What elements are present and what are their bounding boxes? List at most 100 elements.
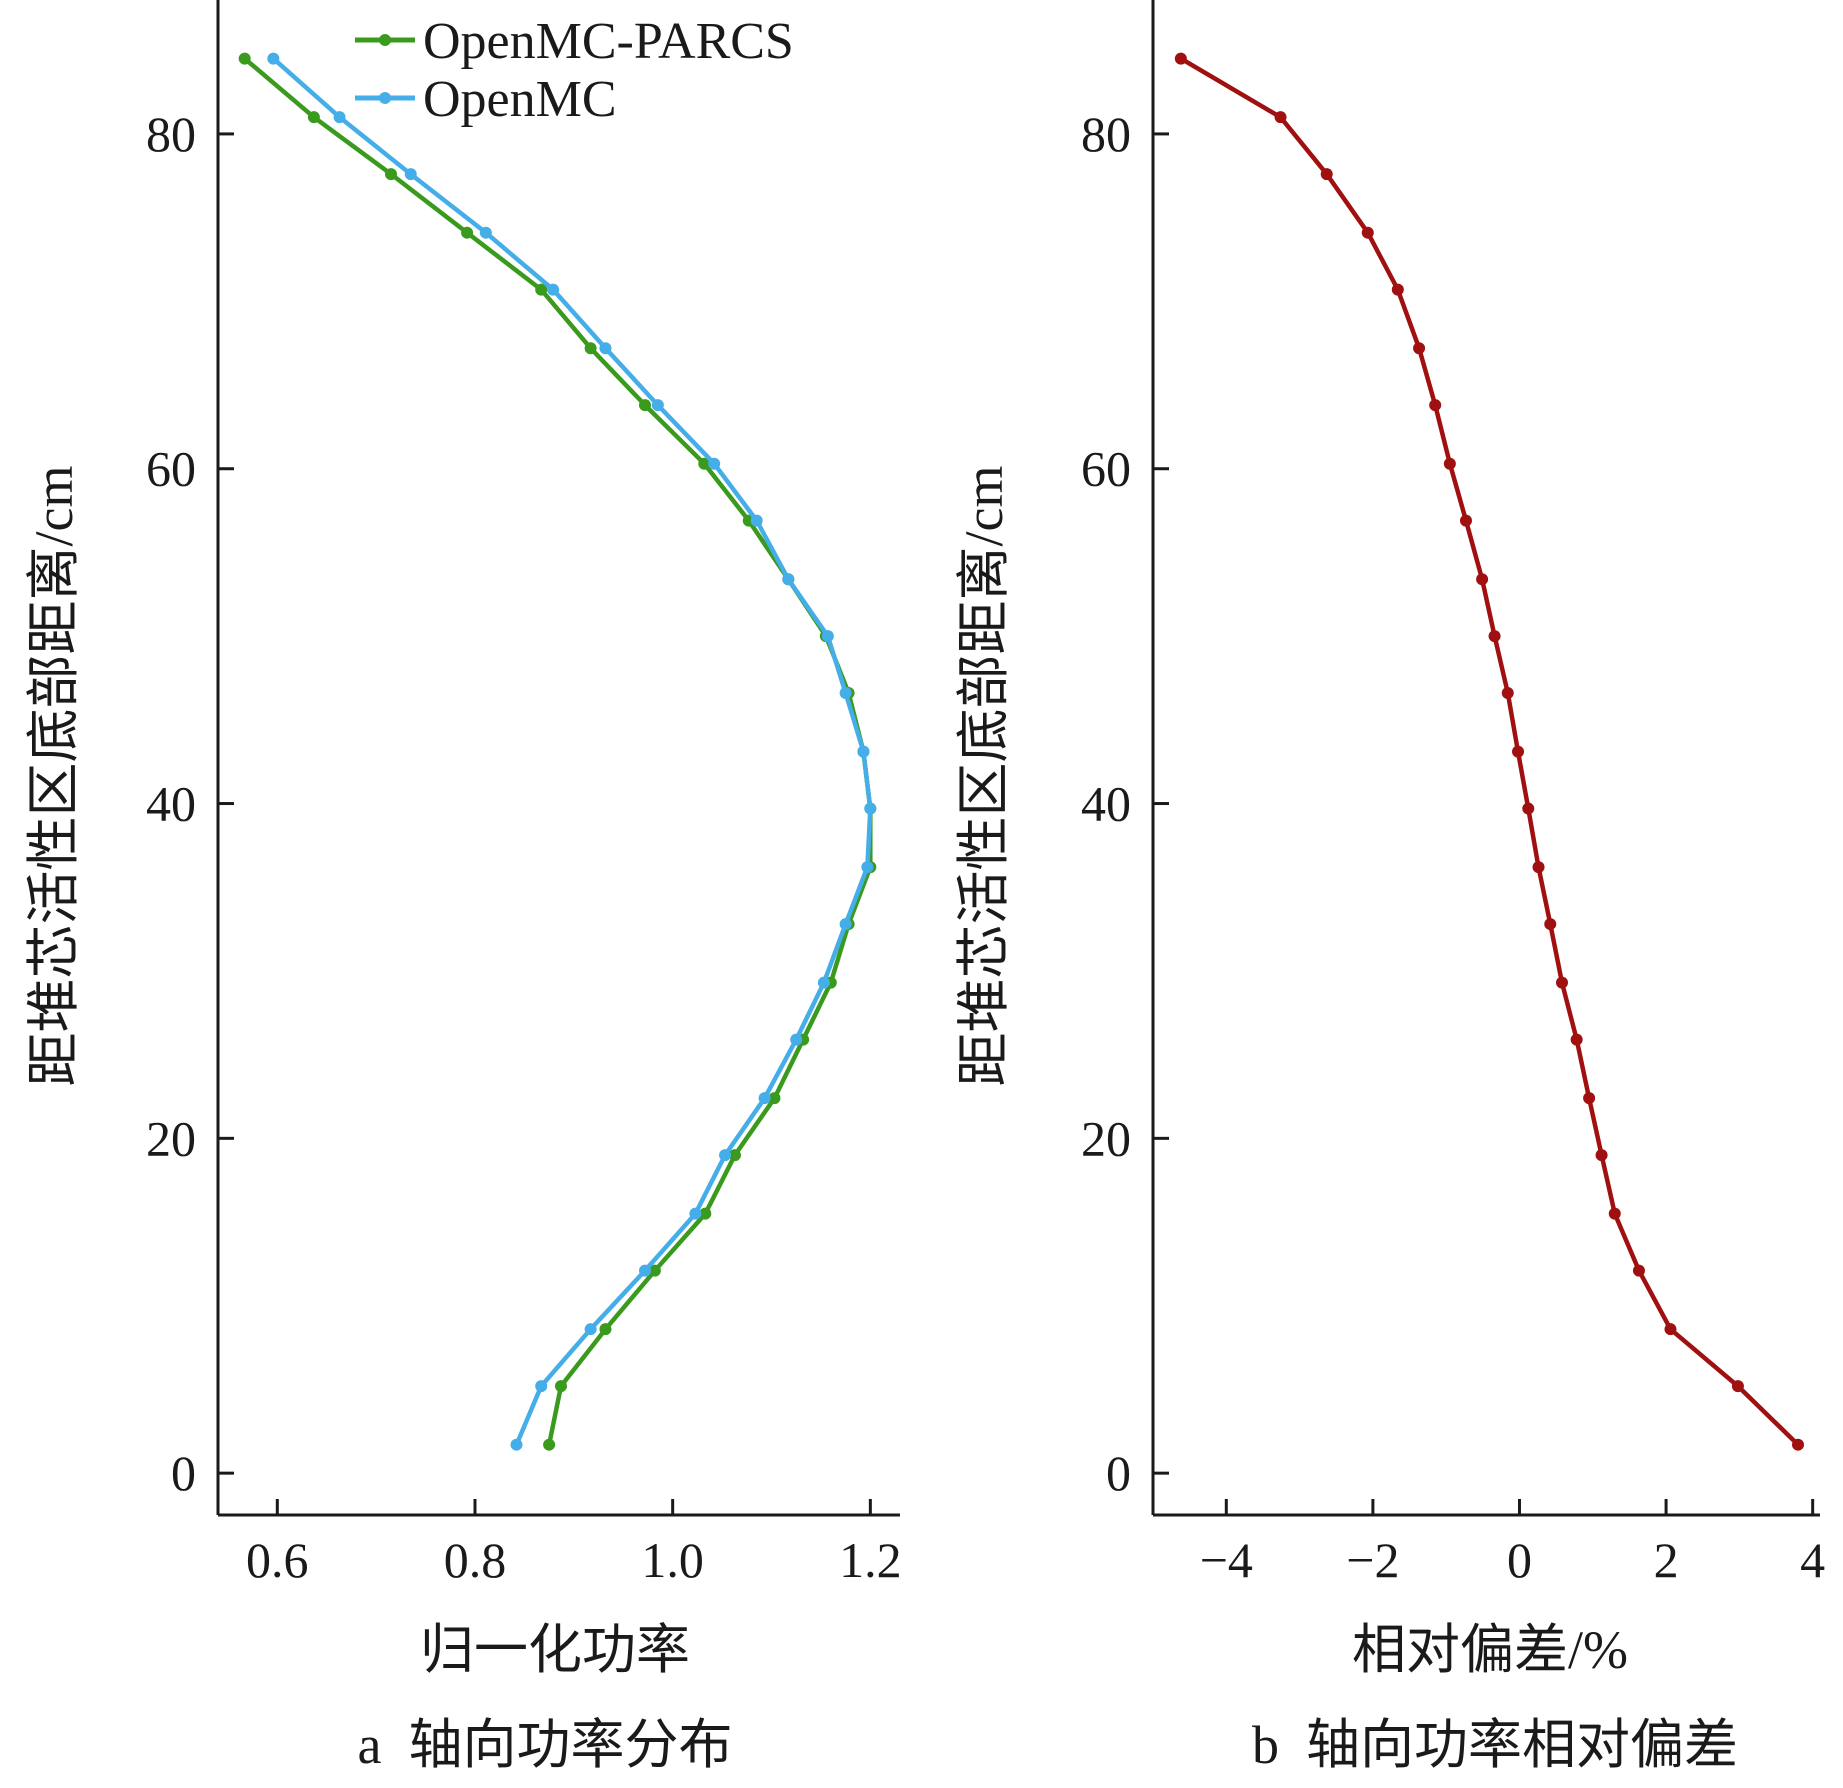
panel-b-data-point (1488, 630, 1501, 643)
panel-b-caption: b 轴向功率相对偏差 (1252, 1715, 1738, 1775)
panel-b-data-point (1632, 1264, 1645, 1277)
panel-b-x-tick-label: 0 (1507, 1532, 1532, 1588)
panel-a-data-point (821, 630, 834, 643)
panel-b-data-point (1320, 168, 1333, 181)
panel-a-data-point (689, 1207, 702, 1220)
panel-a-data-point (790, 1033, 803, 1046)
panel-b-data-point (1174, 52, 1187, 65)
panel-b-data-point (1570, 1033, 1583, 1046)
legend-label-openmc-parcs: OpenMC-PARCS (423, 13, 794, 70)
panel-a-data-point (584, 342, 597, 355)
panel-a-x-tick-label: 1.2 (839, 1532, 902, 1588)
panel-a-data-point (861, 861, 874, 874)
panel-a-data-point (638, 399, 651, 412)
panel-b-data-point (1664, 1323, 1677, 1336)
panel-a-data-point (864, 802, 877, 815)
panel-b-data-point (1608, 1207, 1621, 1220)
panel-b-data-point (1544, 918, 1557, 931)
legend-label-openmc: OpenMC (423, 71, 617, 128)
panel-a-x-tick-label: 0.6 (246, 1532, 309, 1588)
panel-b-data-point (1555, 976, 1568, 989)
panel-a-data-point (584, 1323, 597, 1336)
panel-a-y-tick-label: 40 (146, 776, 196, 832)
panel-b-data-point (1391, 283, 1404, 296)
panel-a-x-axis-title: 归一化功率 (420, 1620, 690, 1680)
panel-a-series-line-0 (242, 56, 873, 1447)
panel-a-data-point (708, 457, 721, 470)
panel-a-data-point (599, 1323, 612, 1336)
panel-b-x-axis-title: 相对偏差/% (1352, 1620, 1628, 1680)
panel-b-x-tick-label: −2 (1346, 1532, 1399, 1588)
panel-a-series-layer (238, 52, 877, 1451)
panel-a-data-point (599, 342, 612, 355)
panel-b-y-axis-title: 距堆芯活性区底部距离/cm (954, 466, 1014, 1087)
panel-a-data-point (333, 111, 346, 124)
legend-marker-openmc (379, 92, 391, 104)
panel-a-data-point (750, 514, 763, 527)
legend-marker-openmc-parcs (379, 34, 391, 46)
panel-b-data-point (1792, 1438, 1805, 1451)
panel-b-data-point (1429, 399, 1442, 412)
panel-b-data-point (1361, 226, 1374, 239)
panel-a-data-point (648, 1264, 661, 1277)
panel-b-series-layer (1174, 52, 1805, 1451)
panel-a-data-point (543, 1438, 556, 1451)
panel-a-y-tick-label: 20 (146, 1110, 196, 1166)
panel-a-data-point (554, 1380, 567, 1393)
panel-a-data-point (535, 283, 548, 296)
panel-b-data-point (1274, 111, 1287, 124)
panel-a-y-tick-label: 0 (171, 1445, 196, 1501)
panel-a-data-point (535, 1380, 548, 1393)
panel-a-power-distribution: 0.6 0.8 1.0 1.2 0 20 40 60 80 归一化功率 距堆芯活性区底部距离/c… (24, 0, 902, 1775)
panel-a-data-point (728, 1149, 741, 1162)
panel-a-data-point (547, 283, 560, 296)
panel-a-tick-layer: 0.6 0.8 1.0 1.2 0 20 40 60 80 (146, 106, 902, 1588)
panel-a-y-tick-label: 60 (146, 441, 196, 497)
panel-a-y-tick-label: 80 (146, 106, 196, 162)
panel-a-data-point (238, 52, 251, 65)
panel-b-data-point (1595, 1149, 1608, 1162)
panel-a-data-point (839, 687, 852, 700)
panel-b-data-point (1501, 687, 1514, 700)
panel-a-data-point (267, 52, 280, 65)
panel-b-data-point (1731, 1380, 1744, 1393)
panel-b-data-point (1413, 342, 1426, 355)
panel-a-data-point (839, 918, 852, 931)
panel-b-x-tick-label: 4 (1800, 1532, 1825, 1588)
panel-a-y-axis-title: 距堆芯活性区底部距离/cm (24, 466, 84, 1087)
panel-a-x-tick-label: 0.8 (444, 1532, 507, 1588)
panel-a-data-point (651, 399, 664, 412)
panel-a-data-point (307, 111, 320, 124)
panel-b-data-point (1443, 457, 1456, 470)
panel-a-x-tick-label: 1.0 (641, 1532, 704, 1588)
legend: OpenMC-PARCS OpenMC (355, 13, 794, 128)
panel-a-data-point (638, 1264, 651, 1277)
panel-b-x-tick-label: 2 (1654, 1532, 1679, 1588)
panel-a-data-point (699, 1207, 712, 1220)
panel-a-series-line-1 (271, 56, 873, 1447)
panel-a-data-point (404, 168, 417, 181)
panel-b-series-line-0 (1178, 56, 1801, 1447)
panel-b-data-point (1476, 573, 1489, 586)
panel-a-data-point (857, 745, 870, 758)
panel-a-data-point (768, 1092, 781, 1105)
panel-a-data-point (461, 226, 474, 239)
panel-a-data-point (782, 573, 795, 586)
panel-a-data-point (758, 1092, 771, 1105)
panel-b-y-tick-label: 40 (1081, 776, 1131, 832)
panel-b-y-tick-label: 80 (1081, 106, 1131, 162)
panel-a-data-point (384, 168, 397, 181)
panel-b-data-point (1522, 802, 1535, 815)
panel-a-data-point (719, 1149, 732, 1162)
panel-b-data-point (1583, 1092, 1596, 1105)
panel-b-y-tick-label: 0 (1106, 1445, 1131, 1501)
panel-b-x-tick-label: −4 (1200, 1532, 1253, 1588)
panel-b-data-point (1512, 745, 1525, 758)
panel-b-data-point (1532, 861, 1545, 874)
panel-b-y-tick-label: 60 (1081, 441, 1131, 497)
panel-b-y-tick-label: 20 (1081, 1110, 1131, 1166)
panel-a-data-point (698, 457, 711, 470)
